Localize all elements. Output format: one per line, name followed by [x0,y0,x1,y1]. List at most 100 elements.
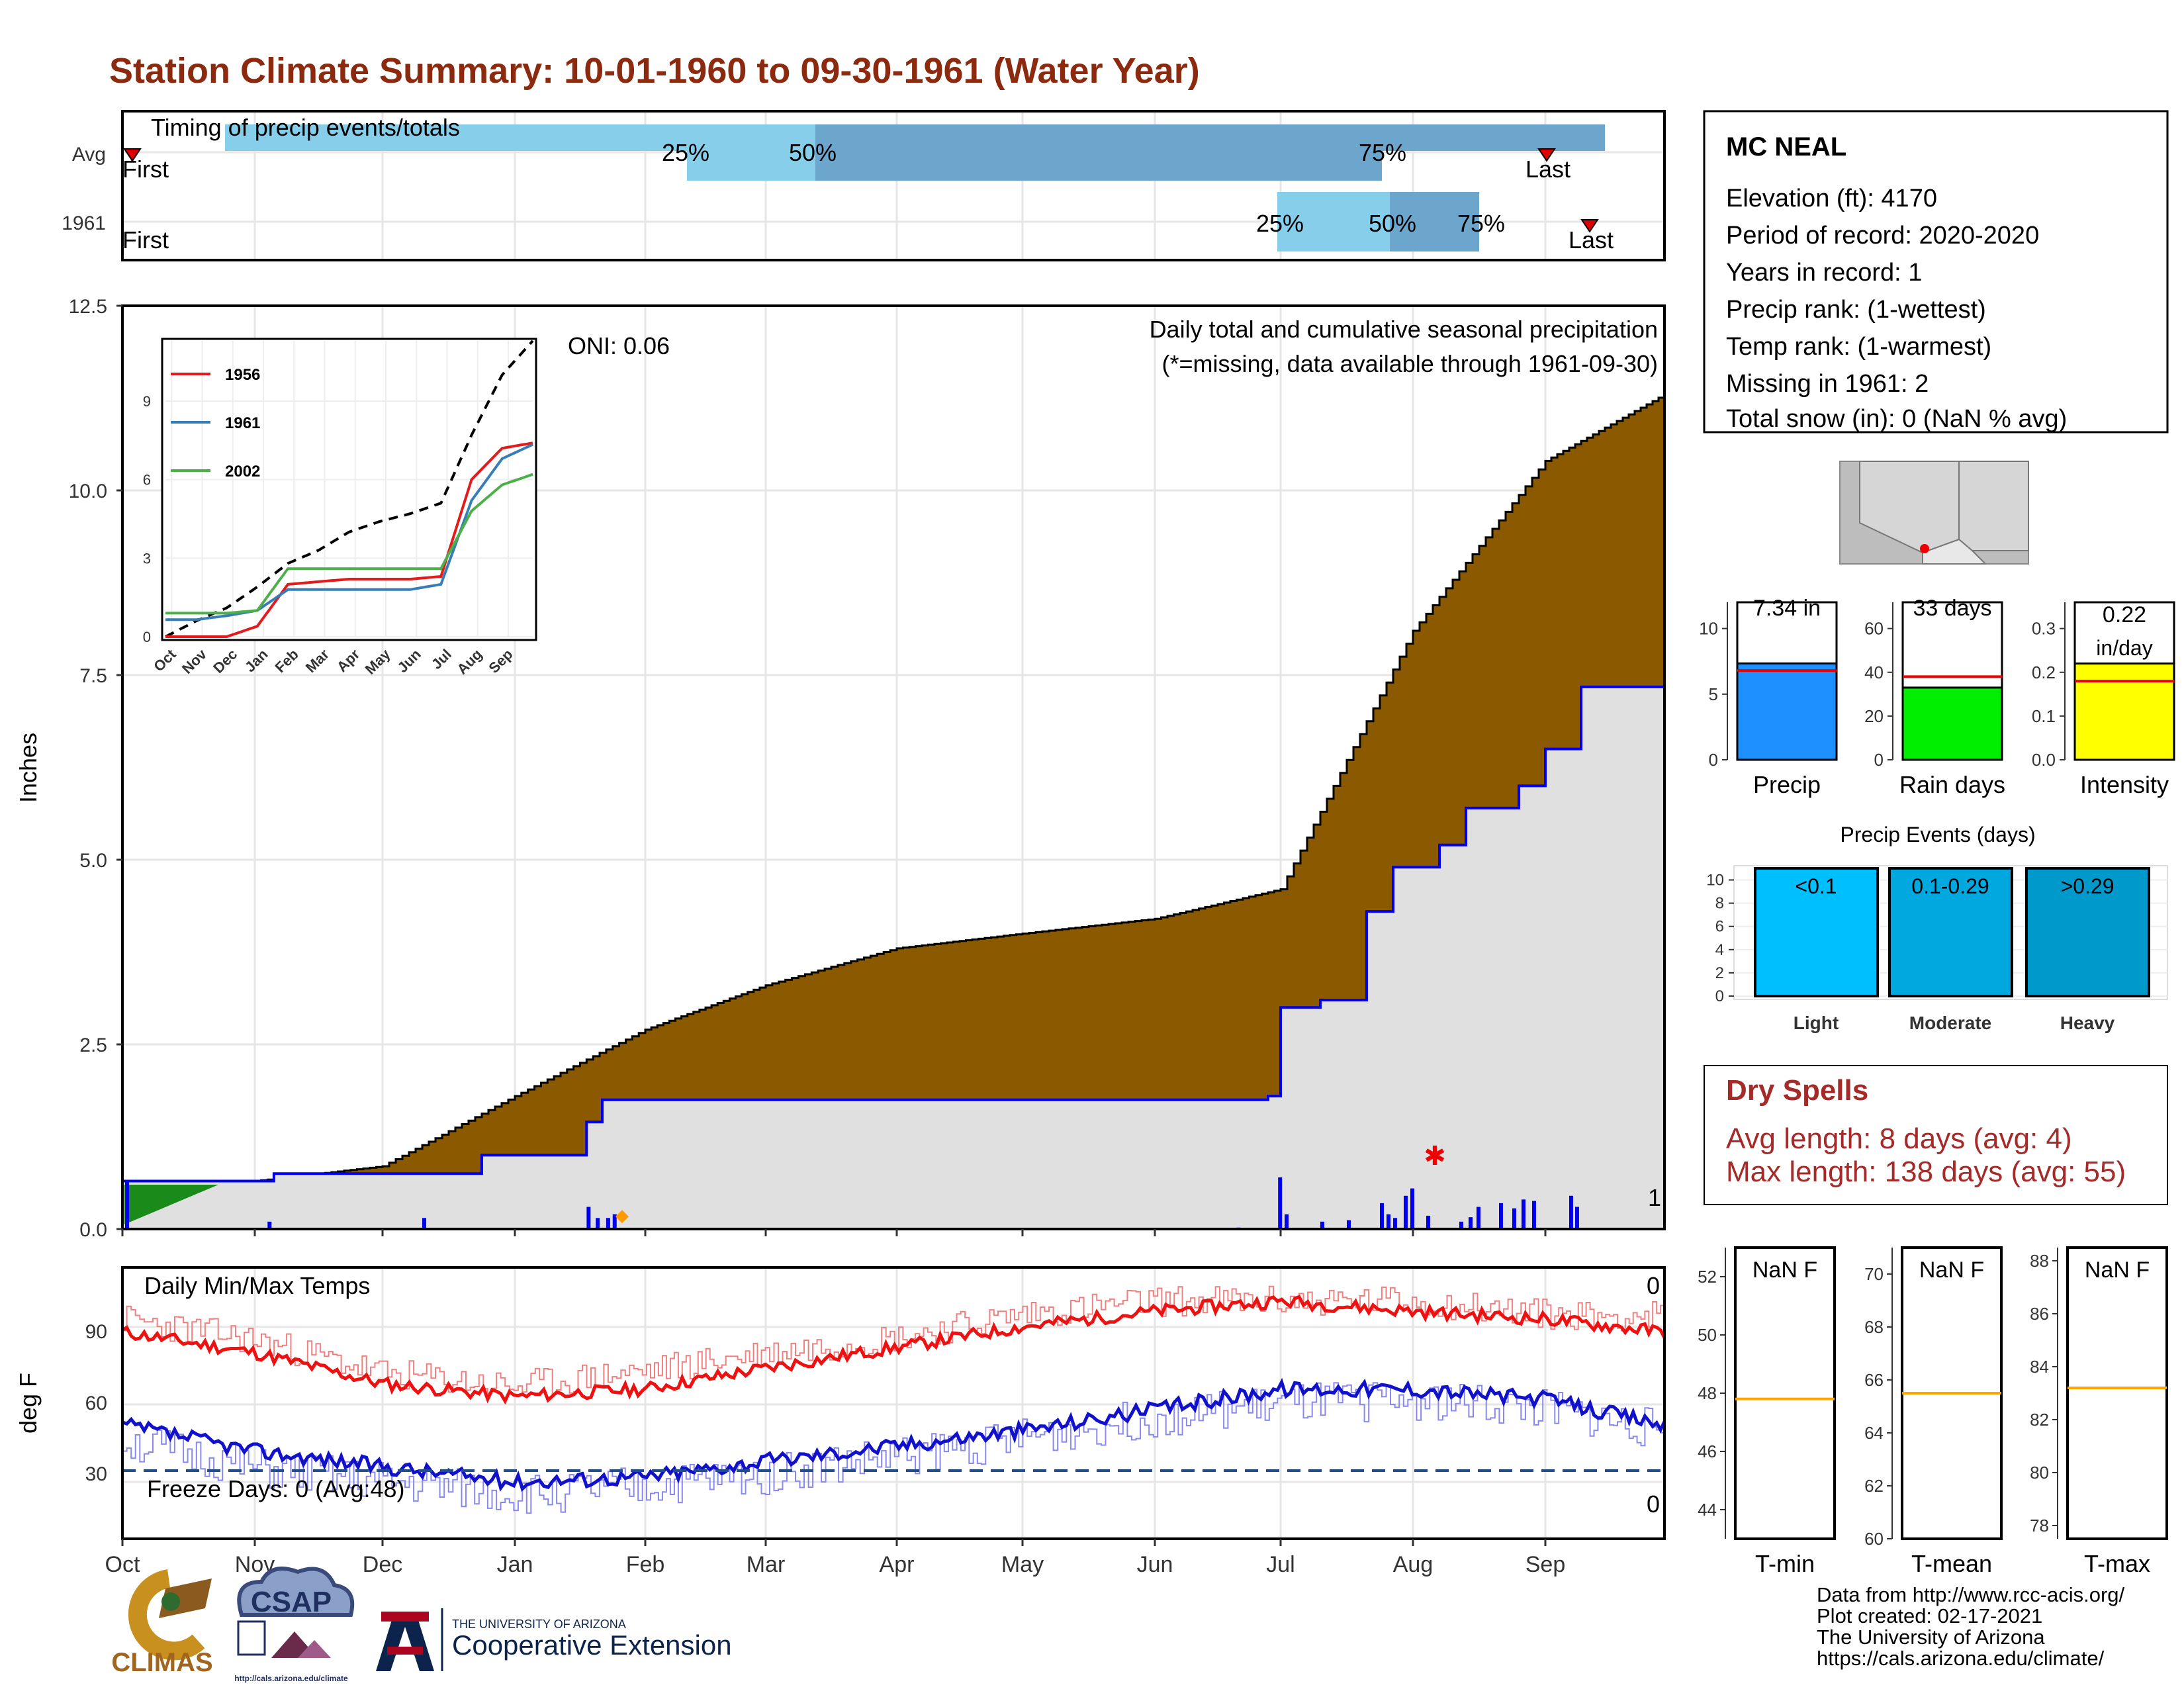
summary-bar-tick-label: 0.3 [2032,619,2056,639]
timing-panel: Timing of precip events/totals 25% 50% 7… [62,110,1666,261]
daily-precip-bar [1347,1220,1351,1229]
daily-precip-bar [1393,1218,1397,1229]
events-bar-Moderate [1888,867,2013,997]
temp-panel-tick-label: 70 [1864,1264,1884,1284]
events-tick-label: 4 [1715,941,1724,959]
events-tick-label: 2 [1715,964,1724,982]
ua-line2: Cooperative Extension [452,1629,732,1661]
station-missing: Missing in 1961: 2 [1726,370,1929,398]
daily-precip-bar [125,1181,129,1229]
footer-credits: Data from http://www.rcc-acis.org/ Plot … [1817,1583,2125,1670]
yr-q25-label: 25% [1256,210,1304,237]
timing-row-1961: 1961 [62,212,106,234]
daily-precip-bar [586,1207,591,1229]
precip-frame [121,304,1666,1230]
temp-ytick-30: 30 [85,1463,107,1485]
daily-precip-bar [1320,1221,1324,1229]
daily-precip-bar [1410,1188,1414,1229]
summary-bar-value: 0.22 [2103,602,2146,627]
yr-q75-label: 75% [1457,210,1505,237]
events-bar-inner-label: 0.1-0.29 [1911,874,1989,898]
avg-max-line [121,1295,1666,1405]
temp-panel-label: T-mean [1911,1550,1992,1577]
precip-panel: ✱ ◆ Daily total and cumulative seasonal … [15,296,1666,1241]
climas-logo: CLIMAS [111,1569,213,1677]
summary-bar-tick-label: 60 [1864,619,1884,639]
precip-ytick: 7.5 [79,665,107,687]
summary-bar-tick-label: 0 [1709,750,1718,770]
inset-line-1961 [165,443,533,621]
temp-summary-panels: 44 46 48 50 52 NaN F T-min 60 62 64 66 68 70 NaN F T-m… [1698,1246,2168,1577]
events-bar-label: Heavy [2060,1013,2115,1033]
temp-ylabel: deg F [15,1373,42,1434]
station-precip-rank: Precip rank: (1-wettest) [1726,296,1986,324]
summary-bar-tick-label: 0.2 [2032,663,2056,682]
temp-panel-tick-label: 52 [1698,1267,1717,1287]
precip-ylabel: Inches [15,733,42,803]
daily-precip-bar [596,1218,600,1229]
csap-url: http://cals.arizona.edu/climate [234,1674,348,1683]
summary-bar-tick-label: 0.1 [2032,706,2056,726]
summary-bar-tick-label: 10 [1699,619,1718,639]
daily-precip-bars [125,1177,1579,1229]
missing-count: 1 [1648,1184,1661,1211]
station-years: Years in record: 1 [1726,259,1922,287]
avg-last-label: Last [1525,156,1570,183]
temp-frame [121,1266,1666,1540]
daily-precip-bar [1404,1195,1408,1229]
daily-precip-bar [612,1214,617,1229]
yr-q50-q75-bar [1390,192,1479,251]
station-temp-rank: Temp rank: (1-warmest) [1726,333,1991,361]
yr-q50-label: 50% [1369,210,1416,237]
daily-precip-bar [1469,1217,1473,1229]
inset-ytick: 3 [143,550,151,567]
inset-ytick: 9 [143,393,151,410]
temp-panel-tick-label: 50 [1698,1325,1717,1345]
summary-bar-tick-label: 0.0 [2032,750,2056,770]
summary-bar-value: 7.34 in [1753,596,1821,621]
precip-ytick: 5.0 [79,850,107,872]
month-label-Jan: Jan [497,1552,533,1577]
events-bar-Heavy [2025,867,2150,997]
ua-line1: THE UNIVERSITY OF ARIZONA [452,1618,626,1631]
summary-bar-label: Intensity [2080,771,2169,798]
max-missing: 0 [1647,1272,1660,1299]
avg-q25-label: 25% [662,139,709,166]
daily-precip-bar [1477,1207,1480,1229]
summary-bar-Intensity [2073,663,2175,761]
timing-row-avg: Avg [72,144,106,165]
daily-precip-bar [1512,1208,1516,1229]
inset-line-2002 [165,473,533,615]
temp-panel-tick-label: 88 [2030,1251,2049,1271]
temp-panel-tick-label: 48 [1698,1383,1717,1403]
daily-precip-bar [1380,1203,1384,1229]
avg-q50-bar [815,124,1382,181]
daily-precip-bar [1387,1214,1390,1229]
ua-logo: THE UNIVERSITY OF ARIZONA Cooperative Ex… [376,1608,732,1671]
temp-panel-tick-label: 66 [1864,1370,1884,1390]
freeze-days: Freeze Days: 0 (Avg:48) [147,1475,405,1502]
precip-ytick: 0.0 [79,1219,107,1241]
precip-ytick: 10.0 [69,480,107,502]
temp-ytick-60: 60 [85,1393,107,1414]
month-label-Oct: Oct [105,1552,140,1577]
missing-marker-icon: ✱ [1424,1142,1446,1171]
yr-last-label: Last [1569,226,1614,253]
temp-ytick-90: 90 [85,1321,107,1343]
yr-last-marker-icon [1580,219,1599,233]
location-map [1839,461,2029,565]
avg-q50-label: 50% [789,139,837,166]
summary-bar-Rain days [1901,686,2003,761]
summary-bar-label: Rain days [1899,771,2005,798]
avg-first-marker-icon [123,148,142,162]
temp-panel-tick-label: 86 [2030,1304,2049,1324]
above-avg-area [124,1185,218,1224]
events-tick-label: 8 [1715,895,1724,913]
temp-panel-frame [2066,1246,2168,1540]
station-info-box: MC NEAL Elevation (ft): 4170 Period of r… [1703,110,2169,434]
daily-precip-bar [1426,1215,1430,1229]
climas-emblem-icon [128,1569,205,1661]
station-snow: Total snow (in): 0 (NaN % avg) [1726,405,2067,433]
temp-panel-tick-label: 64 [1864,1423,1884,1443]
